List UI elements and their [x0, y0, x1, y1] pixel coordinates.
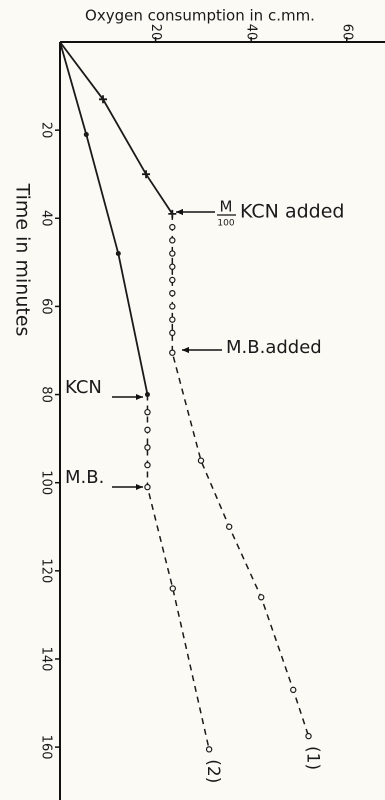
dashed-line — [171, 213, 310, 737]
circle-marker — [290, 686, 297, 694]
dot-marker — [115, 251, 121, 257]
arrow-head — [176, 209, 183, 215]
y-tick-label: 120 — [39, 558, 54, 583]
circle-marker — [169, 303, 176, 310]
circle-marker — [169, 250, 176, 257]
y-tick-label: 60 — [39, 298, 54, 315]
circle-marker — [144, 461, 151, 469]
circle-marker — [225, 523, 233, 530]
y-tick-label: 80 — [39, 386, 54, 403]
solid-line — [59, 41, 174, 215]
annotation: M.B.added — [226, 337, 322, 358]
circle-marker — [205, 746, 213, 753]
circle-marker — [305, 732, 312, 740]
x-tick-label: 20 — [148, 24, 163, 41]
circle-marker — [169, 276, 176, 284]
x-tick-label: 60 — [339, 24, 354, 41]
annotation: 100 — [217, 219, 234, 229]
arrow-head — [136, 394, 143, 400]
circle-marker — [169, 237, 176, 244]
series-label: (1) — [303, 746, 323, 770]
y-tick-label: 140 — [39, 647, 54, 672]
circle-marker — [258, 594, 265, 601]
y-tick-label: 40 — [39, 210, 54, 227]
circle-marker — [144, 483, 151, 491]
circle-marker — [169, 289, 176, 297]
y-tick-label: 100 — [39, 470, 54, 495]
circle-marker — [144, 444, 151, 451]
circle-marker — [197, 457, 205, 464]
circle-marker — [169, 329, 176, 337]
arrow-head — [182, 347, 189, 353]
circle-marker — [169, 585, 176, 592]
circle-marker — [169, 349, 176, 356]
dashed-line — [146, 394, 210, 750]
arrow-head — [136, 484, 143, 490]
y-axis-label: Time in minutes — [12, 183, 34, 337]
annotation: M.B. — [65, 467, 104, 488]
circle-marker — [144, 408, 151, 416]
cross-marker — [168, 209, 177, 218]
y-tick-label: 20 — [39, 122, 54, 139]
y-tick-label: 160 — [39, 735, 54, 760]
circle-marker — [144, 426, 151, 434]
circle-marker — [169, 263, 176, 270]
x-tick-label: 40 — [244, 24, 259, 41]
series-label: (2) — [203, 759, 223, 783]
annotation: KCN — [65, 377, 102, 398]
cross-marker — [142, 170, 151, 179]
annotation: KCN added — [240, 201, 344, 223]
solid-line — [59, 41, 149, 395]
dot-marker — [83, 132, 89, 138]
chart-title: Oxygen consumption in c.mm. — [85, 7, 315, 25]
circle-marker — [169, 223, 176, 231]
annotation: M — [220, 198, 233, 216]
circle-marker — [169, 316, 176, 323]
cross-marker — [99, 95, 108, 104]
dot-marker — [144, 392, 150, 398]
